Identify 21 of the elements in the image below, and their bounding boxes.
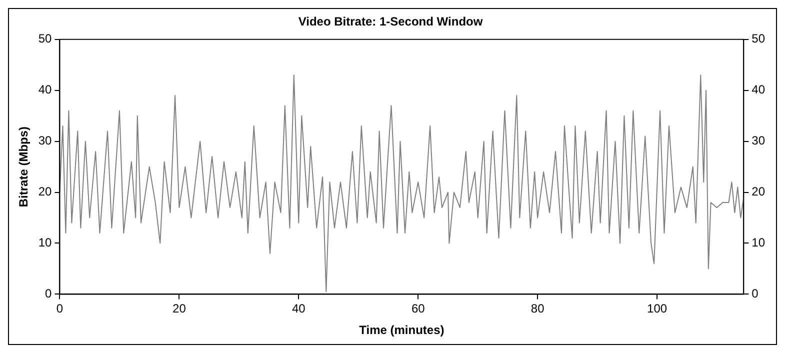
y2-tick-label: 30 bbox=[752, 134, 766, 148]
y-tick-label: 40 bbox=[38, 82, 52, 97]
x-tick-label: 0 bbox=[56, 302, 64, 316]
x-axis-title: Time (minutes) bbox=[359, 323, 444, 338]
y2-tick-label: 40 bbox=[752, 82, 766, 97]
y-tick-label: 10 bbox=[38, 236, 52, 250]
y2-tick-label: 50 bbox=[752, 32, 766, 46]
x-tick-label: 20 bbox=[172, 302, 186, 316]
y-tick-label: 30 bbox=[38, 134, 52, 148]
x-tick-label: 100 bbox=[647, 302, 668, 316]
y2-tick-label: 0 bbox=[752, 286, 759, 301]
x-tick-label: 40 bbox=[292, 302, 306, 316]
y-axis-title: Bitrate (Mbps) bbox=[16, 126, 31, 208]
x-tick-label: 80 bbox=[530, 302, 545, 316]
y2-tick-label: 10 bbox=[752, 236, 766, 250]
chart-title: Video Bitrate: 1-Second Window bbox=[298, 14, 484, 29]
y-tick-label: 0 bbox=[45, 286, 52, 301]
y2-tick-label: 20 bbox=[752, 184, 766, 199]
x-tick-label: 60 bbox=[411, 302, 426, 316]
y-tick-label: 50 bbox=[38, 32, 52, 46]
y-tick-label: 20 bbox=[38, 184, 52, 199]
